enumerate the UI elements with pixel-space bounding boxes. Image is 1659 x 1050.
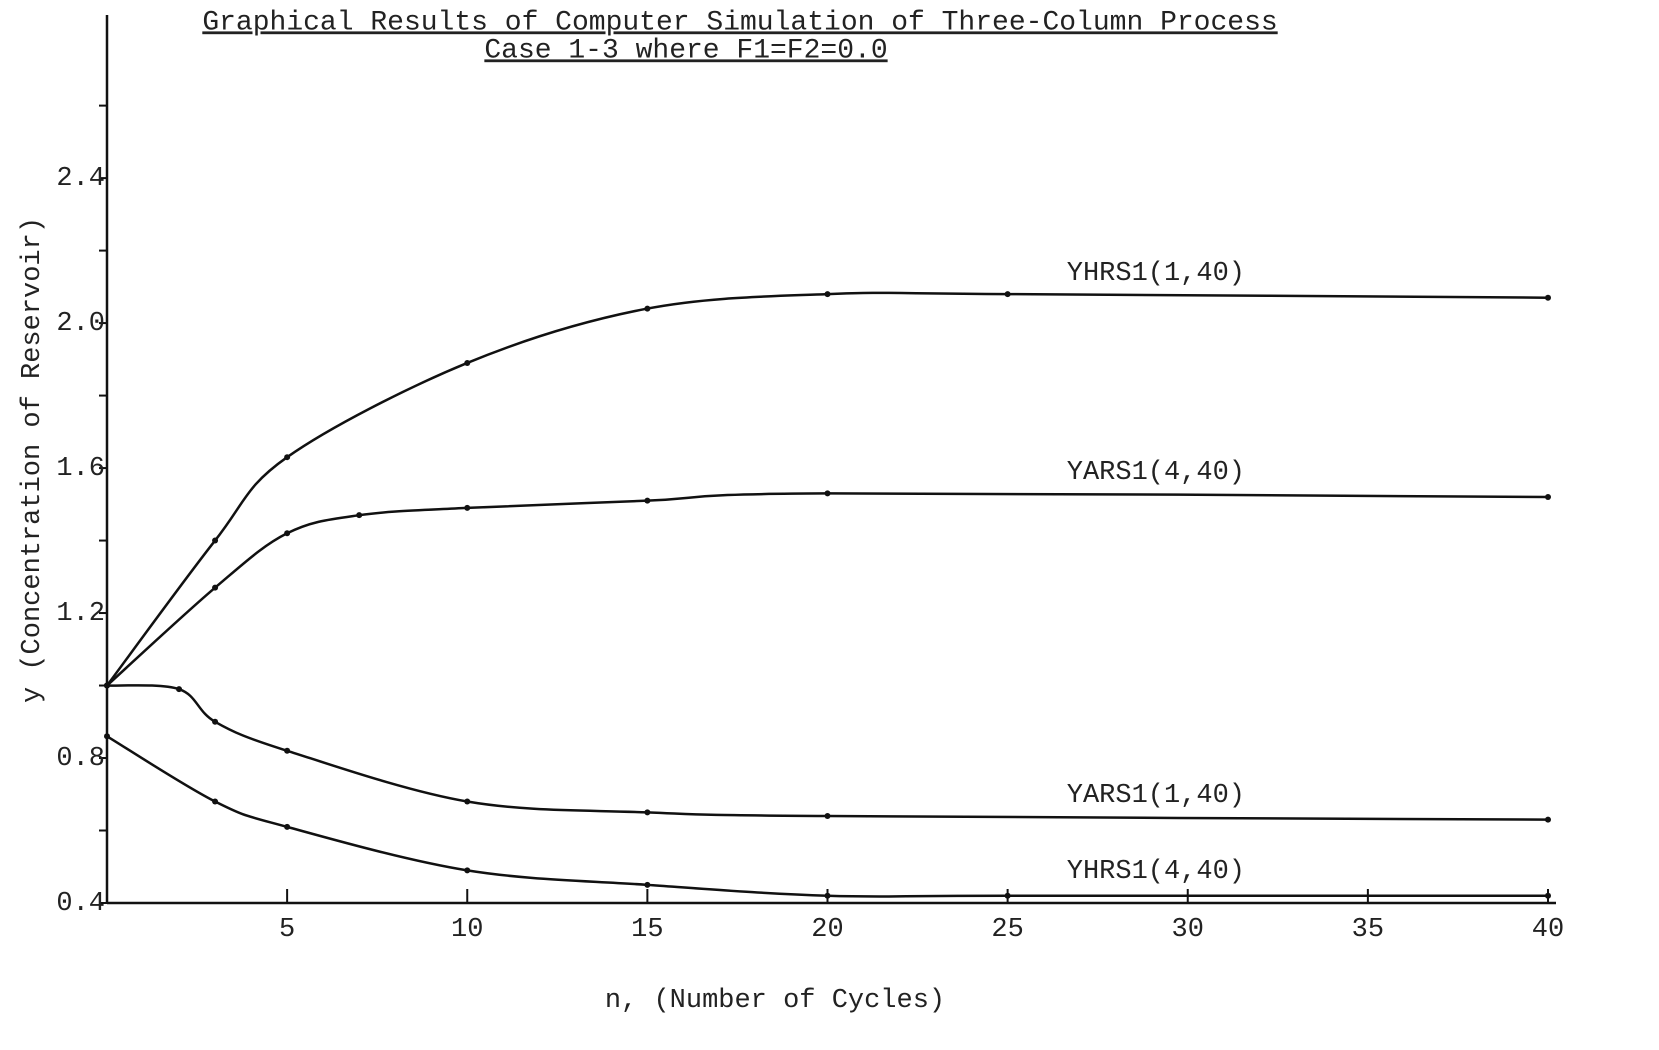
data-point [464,359,471,366]
data-point [824,892,831,899]
y-tick-label: 2.4 [56,164,105,194]
data-point [464,504,471,511]
data-point [284,530,291,537]
x-tick-label: 10 [451,915,483,945]
data-point [644,881,651,888]
data-point [284,454,291,461]
data-point [644,305,651,312]
data-point [212,584,219,591]
series-line [106,684,1549,821]
data-point [644,809,651,816]
data-point [104,682,110,689]
data-point [1545,892,1551,899]
data-point [1545,294,1551,301]
y-tick-label: 0.4 [56,889,105,919]
data-point [212,718,219,725]
data-point [356,512,363,519]
x-tick-label: 35 [1352,915,1384,945]
series-label: YARS1(1,40) [1067,781,1245,811]
data-point [1545,816,1551,823]
data-point [464,798,471,805]
series-line [105,291,1549,687]
series-label: YARS1(4,40) [1067,458,1245,488]
data-point [1004,291,1011,298]
chart-title: Graphical Results of Computer Simulation… [202,7,1277,38]
y-tick-label: 2.0 [56,309,105,339]
x-tick-label: 20 [811,915,843,945]
x-tick-label: 15 [631,915,663,945]
x-tick-label: 40 [1532,915,1564,945]
data-point [212,537,219,544]
x-tick-label: 5 [279,915,295,945]
data-point [824,490,831,497]
series-label: YHRS1(4,40) [1067,857,1245,887]
x-tick-label: 25 [991,915,1023,945]
data-point [824,813,831,820]
x-tick-label: 30 [1172,915,1204,945]
chart-subtitle: Case 1-3 where F1=F2=0.0 [484,35,887,66]
data-point [824,291,831,298]
series-line [106,492,1549,687]
data-point [284,747,291,754]
y-tick-label: 1.2 [56,599,105,629]
data-point [284,823,291,830]
y-tick-label: 1.6 [56,454,105,484]
data-point [1545,494,1551,501]
series-label: YHRS1(1,40) [1067,259,1245,289]
y-tick-label: 0.8 [56,744,105,774]
y-axis-label: y (Concentration of Reservoir) [18,217,48,703]
data-point [1004,892,1011,899]
data-point [176,686,183,693]
data-point [212,798,219,805]
x-axis-label: n, (Number of Cycles) [605,986,945,1016]
data-point [104,733,110,740]
data-point [464,867,471,874]
data-point [644,497,651,504]
